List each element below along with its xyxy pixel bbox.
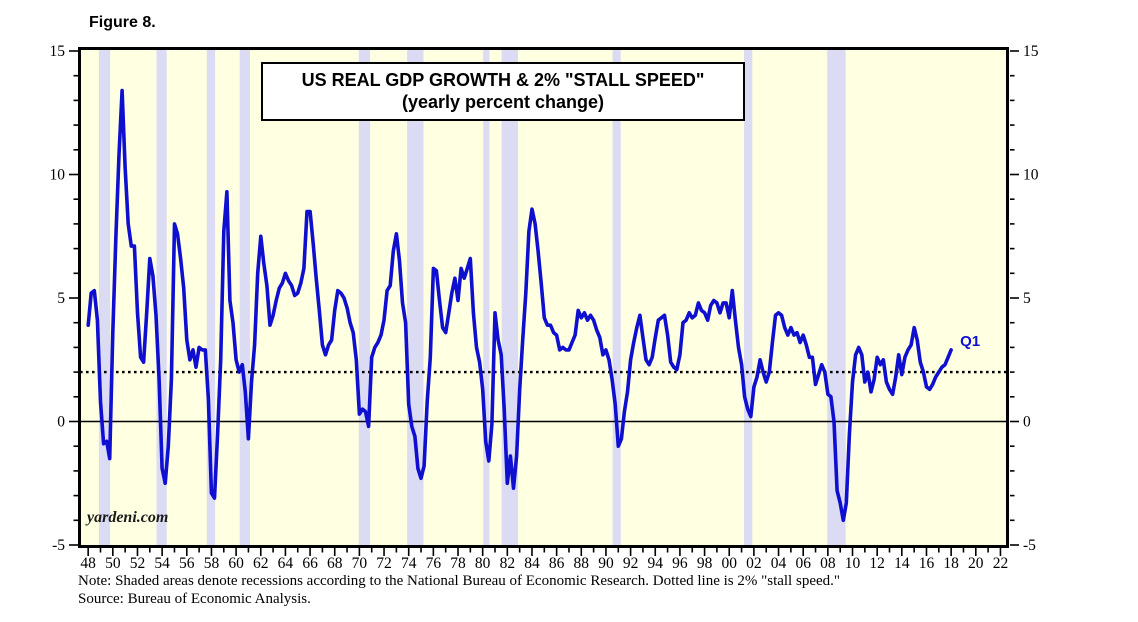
svg-text:78: 78 <box>450 555 466 572</box>
svg-text:10: 10 <box>845 555 861 572</box>
svg-text:84: 84 <box>524 555 540 572</box>
svg-text:50: 50 <box>105 555 121 572</box>
svg-text:70: 70 <box>352 555 368 572</box>
svg-text:22: 22 <box>993 555 1009 572</box>
svg-text:08: 08 <box>820 555 836 572</box>
svg-text:10: 10 <box>1023 167 1039 184</box>
svg-text:14: 14 <box>894 555 910 572</box>
svg-text:5: 5 <box>1023 290 1031 307</box>
svg-text:72: 72 <box>376 555 392 572</box>
svg-text:60: 60 <box>228 555 244 572</box>
svg-text:-5: -5 <box>1023 537 1036 554</box>
svg-text:86: 86 <box>549 555 565 572</box>
svg-text:68: 68 <box>327 555 343 572</box>
svg-text:92: 92 <box>623 555 639 572</box>
svg-text:58: 58 <box>204 555 220 572</box>
svg-text:74: 74 <box>401 555 417 572</box>
svg-text:64: 64 <box>278 555 294 572</box>
svg-text:04: 04 <box>771 555 787 572</box>
svg-text:18: 18 <box>943 555 959 572</box>
figure-label: Figure 8. <box>89 14 156 31</box>
svg-text:48: 48 <box>80 555 96 572</box>
svg-text:0: 0 <box>1023 414 1031 431</box>
svg-text:66: 66 <box>302 555 318 572</box>
chart-title-box: US REAL GDP GROWTH & 2% "STALL SPEED" (y… <box>261 62 745 121</box>
footnotes: Note: Shaded areas denote recessions acc… <box>78 572 840 608</box>
svg-text:15: 15 <box>1023 43 1039 60</box>
svg-text:5: 5 <box>57 290 65 307</box>
svg-text:15: 15 <box>50 43 66 60</box>
svg-text:12: 12 <box>869 555 885 572</box>
latest-quarter-label: Q1 <box>960 332 981 350</box>
svg-text:94: 94 <box>648 555 664 572</box>
chart-subtitle: (yearly percent change) <box>401 92 605 112</box>
chart-title: US REAL GDP GROWTH & 2% "STALL SPEED" <box>301 70 705 90</box>
svg-text:-5: -5 <box>52 537 65 554</box>
svg-text:16: 16 <box>919 555 935 572</box>
svg-text:88: 88 <box>574 555 590 572</box>
svg-text:96: 96 <box>672 555 688 572</box>
svg-text:98: 98 <box>697 555 713 572</box>
source-line: Source: Bureau of Economic Analysis. <box>78 591 311 607</box>
svg-text:20: 20 <box>968 555 984 572</box>
svg-text:90: 90 <box>598 555 614 572</box>
note-line: Note: Shaded areas denote recessions acc… <box>78 573 841 589</box>
svg-text:76: 76 <box>426 555 442 572</box>
svg-text:56: 56 <box>179 555 195 572</box>
svg-text:00: 00 <box>721 555 737 572</box>
svg-text:82: 82 <box>500 555 516 572</box>
yardeni-watermark: yardeni.com <box>87 509 169 526</box>
svg-text:80: 80 <box>475 555 491 572</box>
svg-text:62: 62 <box>253 555 269 572</box>
svg-text:0: 0 <box>57 414 65 431</box>
svg-text:54: 54 <box>154 555 170 572</box>
svg-text:52: 52 <box>130 555 146 572</box>
svg-text:02: 02 <box>746 555 762 572</box>
svg-text:10: 10 <box>50 167 66 184</box>
svg-text:06: 06 <box>795 555 811 572</box>
